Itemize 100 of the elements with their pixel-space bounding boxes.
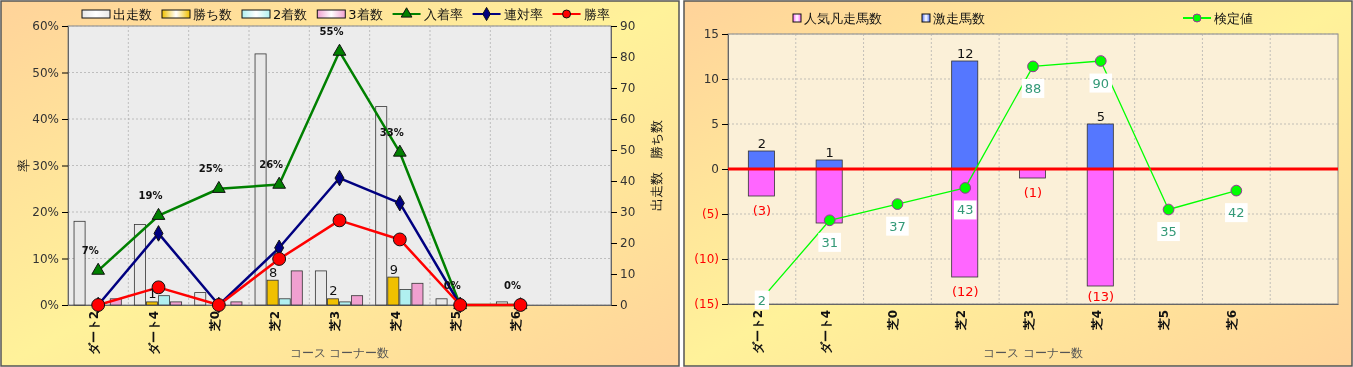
legend-label: 人気凡走馬数 xyxy=(804,10,882,26)
legend-label: 激走馬数 xyxy=(933,10,985,26)
y-tick-label: (10) xyxy=(694,252,719,267)
data-label: 2 xyxy=(757,135,767,151)
x-tick-label: 芝6 xyxy=(1225,310,1240,332)
y2-tick-label: 90 xyxy=(620,19,636,34)
legend-label: 勝ち数 xyxy=(193,6,232,22)
data-label: 0% xyxy=(504,279,521,291)
point xyxy=(823,214,836,227)
y-tick-label: (15) xyxy=(694,297,719,312)
point xyxy=(392,144,407,157)
y-axis-title: 率 xyxy=(16,159,31,172)
data-label: 88 xyxy=(1024,80,1042,96)
y-tick-label: (5) xyxy=(702,207,719,222)
point xyxy=(151,207,166,220)
point xyxy=(1162,203,1175,216)
bar xyxy=(1086,168,1114,287)
x-tick-label: 芝5 xyxy=(1157,310,1172,332)
legend-label: 入着率 xyxy=(423,6,463,22)
x-tick-label: 芝0 xyxy=(207,311,222,333)
bar xyxy=(951,60,979,170)
legend-label: 出走数 xyxy=(113,6,152,22)
point xyxy=(211,180,226,193)
x-axis-title: コース コーナー数 xyxy=(983,346,1083,360)
data-label: (3) xyxy=(752,202,772,218)
data-label: 90 xyxy=(1092,75,1110,91)
y-tick-label: 10% xyxy=(32,251,59,266)
data-label: 1 xyxy=(825,144,834,160)
y-tick-label: 5 xyxy=(711,117,719,132)
legend-label: 3着数 xyxy=(348,6,383,22)
data-label: 37 xyxy=(889,218,906,234)
bar xyxy=(230,301,243,306)
data-label: 2 xyxy=(329,283,338,299)
data-label: 7% xyxy=(81,245,99,257)
point xyxy=(891,198,904,210)
x-tick-label: 芝3 xyxy=(1021,310,1036,332)
y-tick-label: 10 xyxy=(703,72,719,87)
data-label: 43 xyxy=(956,202,974,218)
x-tick-label: 芝4 xyxy=(388,311,403,333)
point xyxy=(91,262,106,275)
y2-tick-label: 40 xyxy=(620,174,636,189)
y2-tick-label: 30 xyxy=(620,205,636,220)
y-tick-label: 15 xyxy=(703,27,719,42)
data-label: 1 xyxy=(148,286,157,302)
y-tick-label: 50% xyxy=(32,65,59,80)
data-label: 25% xyxy=(198,163,223,175)
bar xyxy=(815,168,843,224)
y2-tick-label: 0 xyxy=(620,298,628,313)
point xyxy=(1230,184,1243,197)
y2-tick-label: 50 xyxy=(620,143,636,158)
data-label: (12) xyxy=(951,283,979,299)
data-label: 5 xyxy=(1096,108,1105,124)
x-tick-label: ダート2 xyxy=(750,310,765,355)
y-tick-label: 20% xyxy=(32,205,59,220)
y2-tick-label: 80 xyxy=(620,50,636,65)
y2-tick-label: 70 xyxy=(620,81,636,96)
bar xyxy=(1086,123,1114,170)
data-label: 12 xyxy=(956,45,974,61)
legend-label: 検定値 xyxy=(1214,10,1253,26)
legend-label: 2着数 xyxy=(273,6,308,22)
y2-tick-label: 20 xyxy=(620,236,636,251)
bar xyxy=(747,150,775,170)
legend-label: 勝率 xyxy=(583,6,610,22)
x-tick-label: ダート4 xyxy=(147,311,162,356)
x-tick-label: 芝4 xyxy=(1089,310,1104,332)
y-tick-label: 0 xyxy=(711,162,719,177)
data-label: 55% xyxy=(319,26,344,38)
point xyxy=(272,252,287,266)
data-label: 8 xyxy=(268,264,278,280)
bar xyxy=(747,168,775,197)
legend-label: 連対率 xyxy=(503,6,543,22)
x-axis-title: コース コーナー数 xyxy=(289,346,390,360)
y-tick-label: 40% xyxy=(32,112,59,127)
point xyxy=(959,182,972,194)
x-tick-label: 芝2 xyxy=(954,310,969,332)
x-tick-label: 芝3 xyxy=(328,311,343,333)
y2-axis-title: 出走数 勝ち数 xyxy=(649,120,664,211)
x-tick-label: 芝0 xyxy=(886,310,901,332)
data-label: 9 xyxy=(389,261,398,277)
x-tick-label: ダート4 xyxy=(818,310,833,355)
point xyxy=(392,232,407,247)
x-tick-label: ダート2 xyxy=(87,311,102,356)
point xyxy=(332,213,347,228)
x-tick-label: 芝6 xyxy=(509,311,524,333)
data-label: 35 xyxy=(1160,224,1177,240)
x-tick-label: 芝5 xyxy=(449,311,464,333)
y2-tick-label: 10 xyxy=(620,267,636,282)
point xyxy=(272,176,287,189)
y2-tick-label: 60 xyxy=(620,112,636,127)
x-tick-label: 芝2 xyxy=(268,311,283,333)
point xyxy=(1027,60,1039,73)
y-tick-label: 0% xyxy=(39,298,59,313)
data-label: 26% xyxy=(259,159,284,171)
y-tick-label: 30% xyxy=(32,158,59,173)
data-label: 31 xyxy=(821,234,838,250)
point xyxy=(1094,55,1107,67)
data-label: 19% xyxy=(138,190,163,202)
data-label: 2 xyxy=(757,292,767,308)
data-label: (13) xyxy=(1087,288,1115,304)
data-label: 42 xyxy=(1228,205,1245,221)
